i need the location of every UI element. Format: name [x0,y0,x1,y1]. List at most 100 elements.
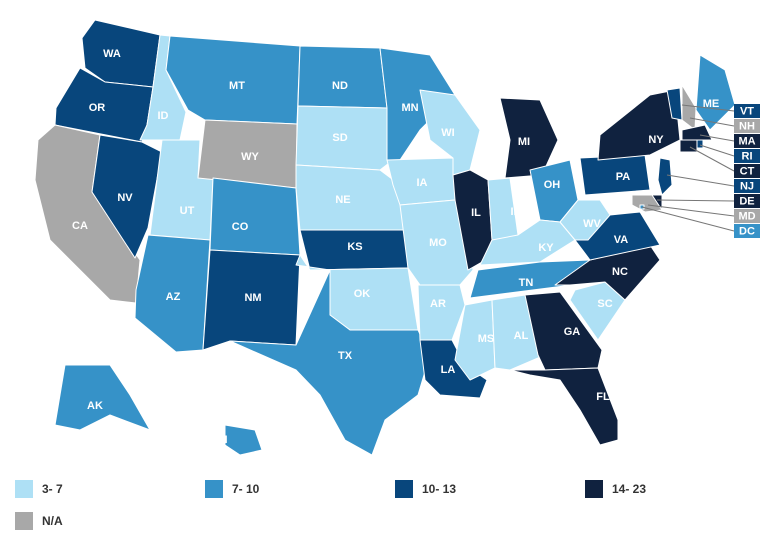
state-co[interactable] [209,177,301,256]
state-label-ut: UT [180,205,195,217]
state-wv[interactable] [559,199,611,241]
legend-label: 10- 13 [422,482,457,496]
state-label-wi: WI [441,127,454,139]
state-label-in: IN [511,206,522,218]
state-label-mn: MN [401,102,418,114]
state-label-id: ID [158,110,169,122]
callout-label-ct: CT [740,165,755,177]
state-label-tn: TN [519,277,534,289]
legend-swatch [395,480,413,498]
state-label-ok: OK [354,288,371,300]
state-label-wv: WV [583,218,601,230]
callout-box-nh[interactable] [734,119,760,133]
leader-line-nj [666,174,735,187]
state-mn[interactable] [379,47,456,161]
state-label-tx: TX [338,350,353,362]
legend-item: 7- 10 [205,480,259,498]
callout-box-nj[interactable] [734,179,760,193]
callout-box-ri[interactable] [734,149,760,163]
state-ms[interactable] [454,299,496,381]
state-label-nd: ND [332,80,348,92]
callout-box-de[interactable] [734,194,760,208]
legend-swatch [15,480,33,498]
leader-line-nh [689,117,735,127]
state-al[interactable] [491,294,546,371]
state-label-hi: HI [217,434,228,446]
state-la[interactable] [419,339,488,399]
callout-label-nh: NH [739,120,755,132]
legend-swatch [585,480,603,498]
state-label-mo: MO [429,237,447,249]
state-label-oh: OH [544,179,561,191]
state-label-va: VA [614,234,629,246]
callout-box-ma[interactable] [734,134,760,148]
state-label-mi: MI [518,136,530,148]
state-ct[interactable] [679,139,698,153]
state-tx[interactable] [229,269,431,456]
state-ak[interactable] [54,364,151,431]
state-label-or: OR [89,102,106,114]
state-label-nv: NV [117,192,133,204]
callout-label-vt: VT [740,105,754,117]
state-me[interactable] [695,54,736,131]
callout-label-nj: NJ [740,180,754,192]
state-label-nc: NC [612,266,628,278]
state-label-ny: NY [648,134,664,146]
state-label-al: AL [514,330,529,342]
leader-line-ri [699,144,735,157]
state-sc[interactable] [569,281,626,341]
state-label-ky: KY [538,242,554,254]
legend-label: 14- 23 [612,482,647,496]
legend-item: 3- 7 [15,480,63,498]
state-ny[interactable] [597,89,681,161]
state-label-ms: MS [478,333,495,345]
state-sd[interactable] [295,105,394,171]
state-label-ks: KS [347,241,362,253]
leader-line-de [656,199,735,202]
callout-label-de: DE [739,195,754,207]
state-label-la: LA [441,364,456,376]
callout-box-md[interactable] [734,209,760,223]
state-label-ne: NE [335,194,350,206]
state-label-ar: AR [430,298,446,310]
legend-item: 14- 23 [585,480,646,498]
leader-line-md [647,204,735,217]
state-nh[interactable] [681,84,697,131]
legend-item: N/A [15,512,63,530]
callout-box-ct[interactable] [734,164,760,178]
state-label-az: AZ [166,291,181,303]
leader-line-dc [641,206,735,232]
state-label-co: CO [232,221,249,233]
state-ri[interactable] [696,139,704,149]
state-nd[interactable] [297,45,388,109]
callout-label-ma: MA [738,135,755,147]
us-choropleth-map: WA OR CA ID NV UT AZ MT WY CO NM ND SD NE KS OK TX MN IA MO… [34,19,760,456]
state-hi[interactable] [224,424,263,456]
state-label-me: ME [703,98,720,110]
state-label-wa: WA [103,48,121,60]
state-nv[interactable] [91,134,163,259]
callout-label-ri: RI [742,150,753,162]
callout-label-dc: DC [739,225,755,237]
callout-box-dc[interactable] [734,224,760,238]
state-label-ak: AK [87,400,103,412]
legend-item: 10- 13 [395,480,456,498]
state-nj[interactable] [657,157,673,196]
leader-line-vt [681,104,735,112]
state-label-wy: WY [241,151,259,163]
state-label-pa: PA [616,171,631,183]
state-label-ga: GA [564,326,581,338]
legend-swatch [15,512,33,530]
state-label-sc: SC [597,298,612,310]
state-label-nm: NM [244,292,261,304]
callout-box-vt[interactable] [734,104,760,118]
state-fl[interactable] [509,367,619,446]
legend-swatch [205,480,223,498]
legend-label: N/A [42,514,63,528]
state-label-il: IL [471,207,481,219]
state-ar[interactable] [417,284,466,341]
state-label-fl: FL [596,391,610,403]
callout-label-md: MD [738,210,755,222]
state-label-ia: IA [417,177,428,189]
leader-line-ma [699,134,735,142]
